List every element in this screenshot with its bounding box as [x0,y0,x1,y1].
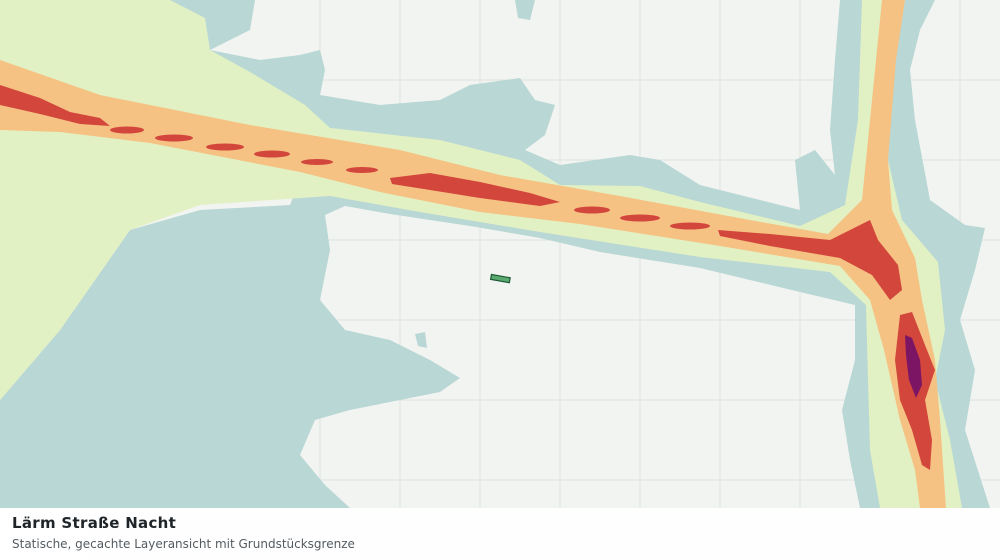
legend-panel: Lärm Straße Nacht Statische, gecachte La… [0,508,1000,560]
property-boundary [489,273,511,284]
noise-zone-purple [905,335,922,398]
layer-subtitle: Statische, gecachte Layeransicht mit Gru… [12,537,355,551]
noise-zone-low [0,0,990,508]
noise-zone-orange [0,0,946,508]
layer-title: Lärm Straße Nacht [12,514,177,532]
